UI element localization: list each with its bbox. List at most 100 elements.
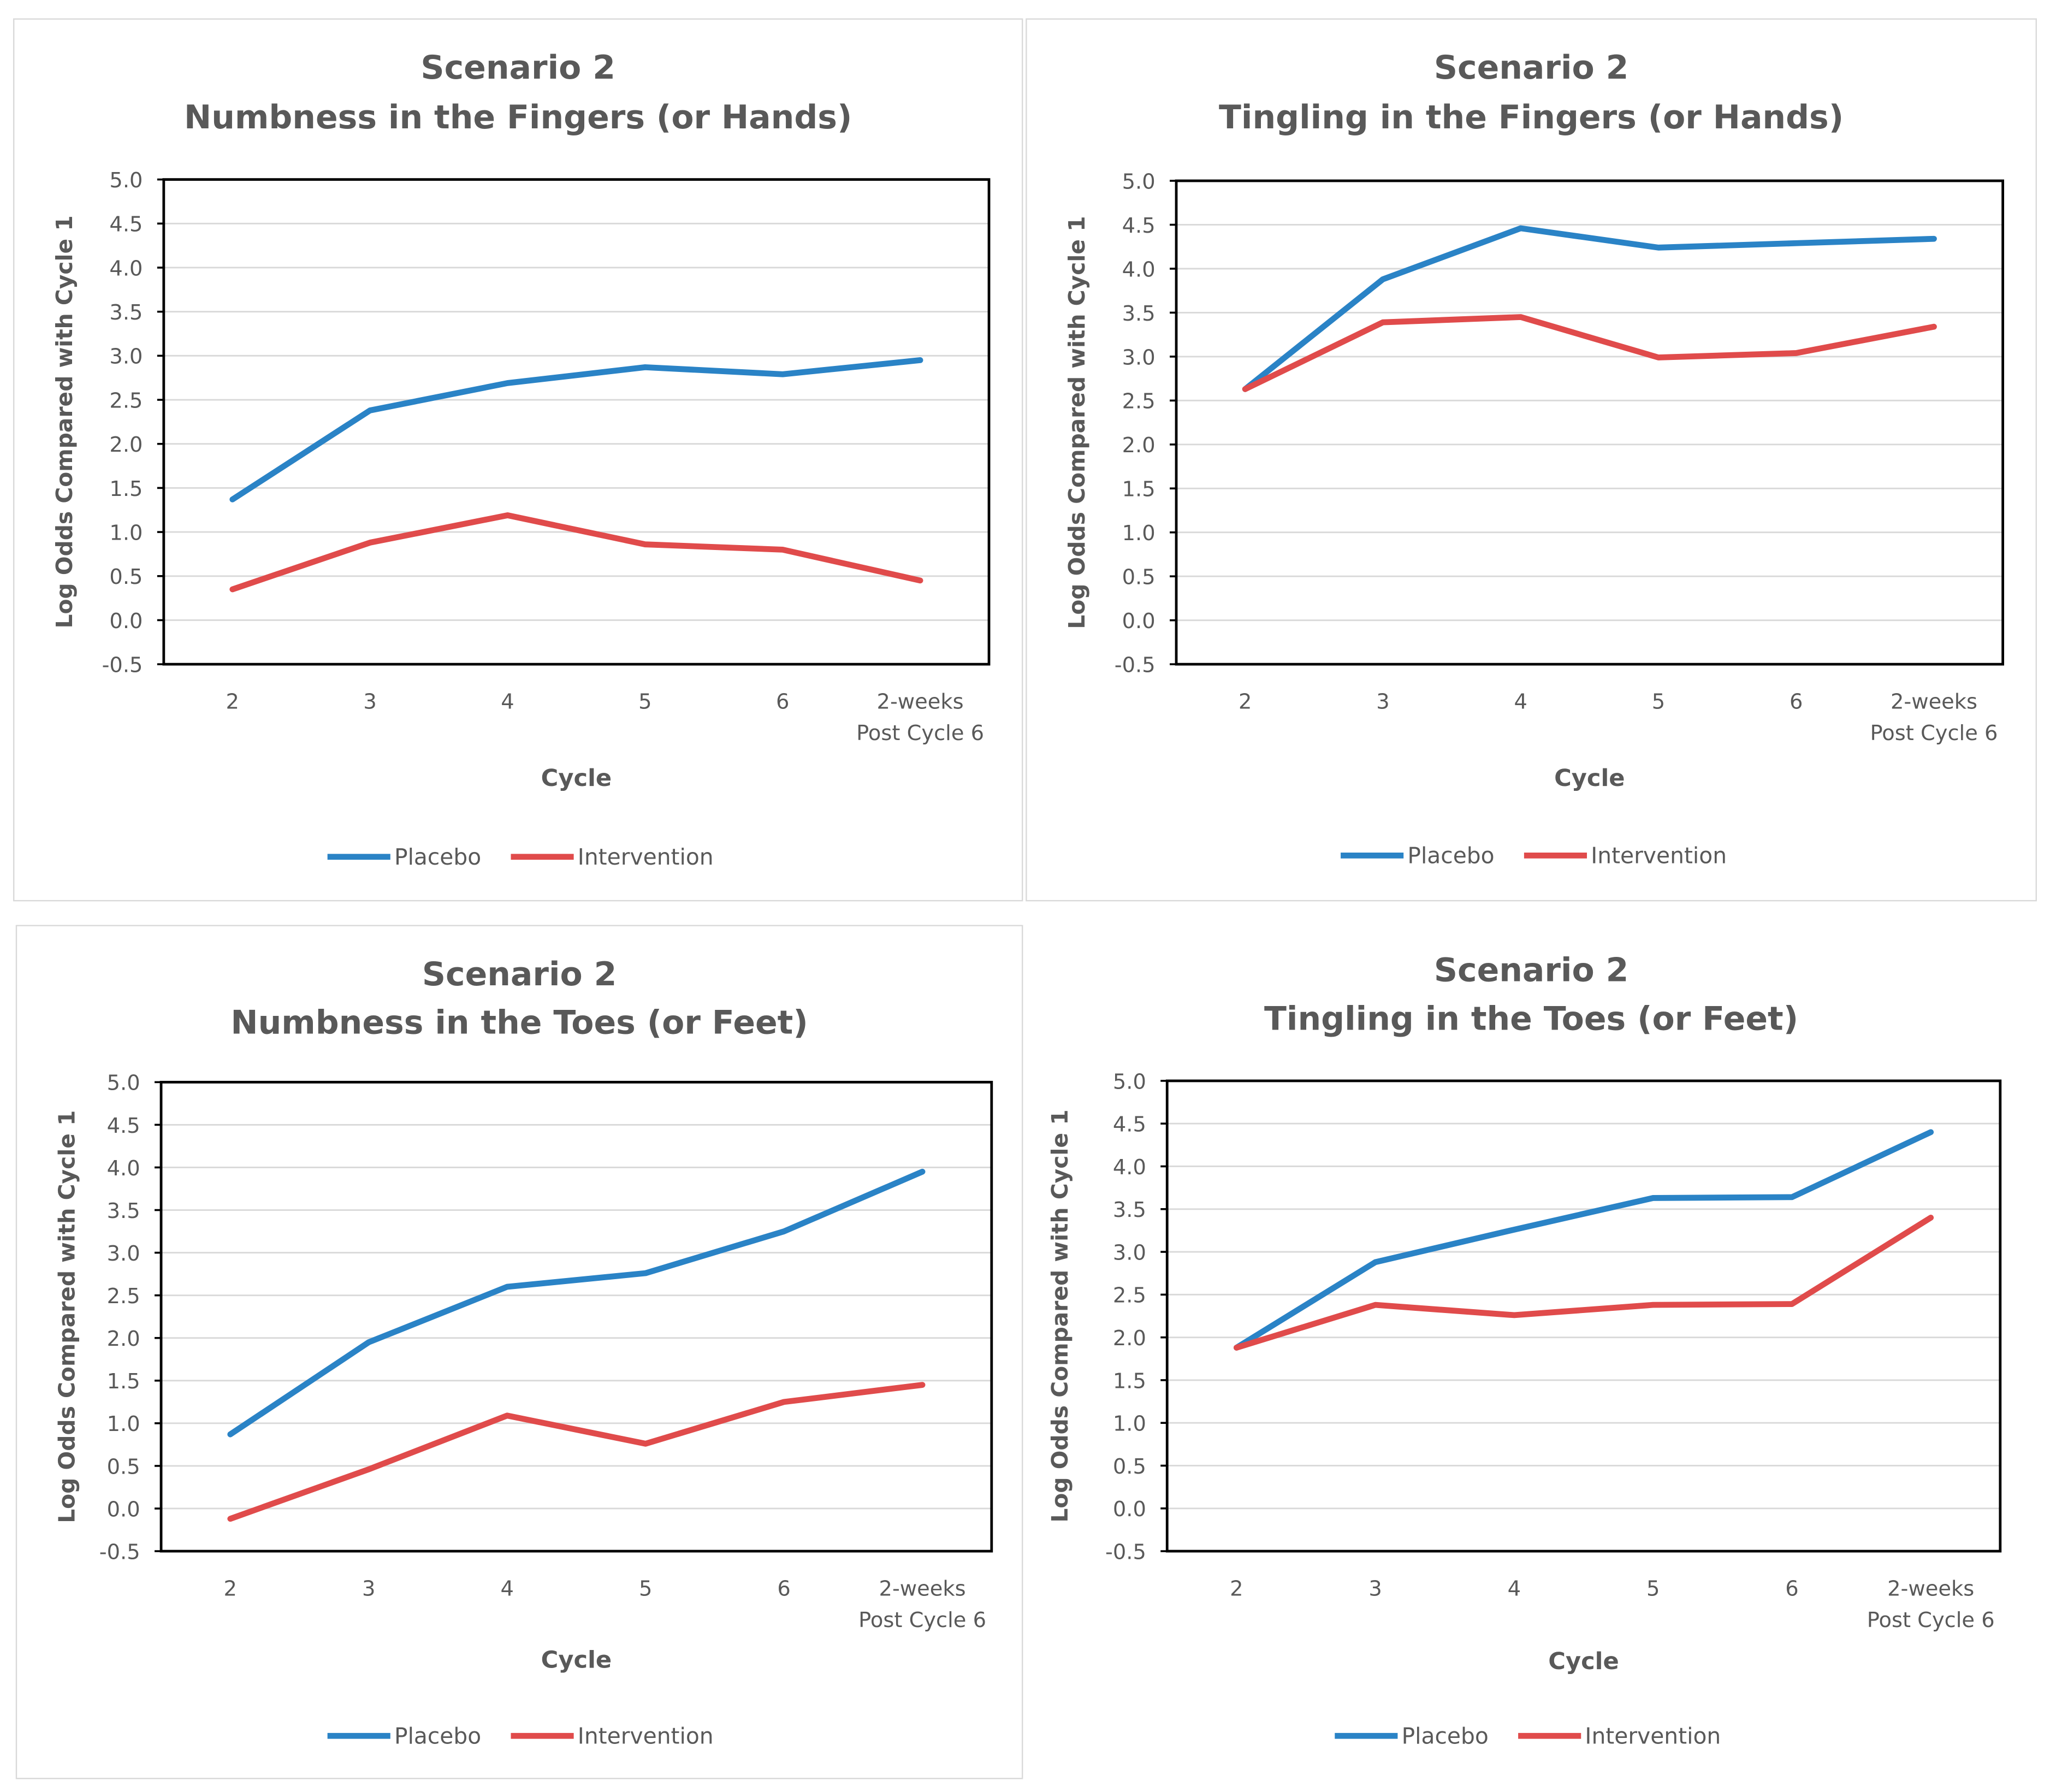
y-tick-label: 0.0 <box>1122 609 1156 634</box>
x-tick-label: 2 <box>1230 1577 1243 1601</box>
x-axis-title: Cycle <box>541 1647 612 1674</box>
series-line-placebo <box>1233 1129 1934 1351</box>
chart-title-line2: Numbness in the Toes (or Feet) <box>230 1003 808 1042</box>
y-tick-label: 5.0 <box>107 1071 140 1096</box>
chart-panel-tingling-toes: Scenario 2 Tingling in the Toes (or Feet… <box>1026 925 2037 1779</box>
legend-label-intervention: Intervention <box>578 1723 714 1749</box>
y-tick-label: 0.5 <box>109 565 143 589</box>
y-tick-label: 2.0 <box>107 1327 140 1351</box>
x-tick-label-line1: 2-weeks <box>877 690 964 714</box>
x-tick-label: 4 <box>500 1577 513 1601</box>
y-tick-label: -0.5 <box>1115 653 1156 678</box>
y-tick-label: 1.5 <box>107 1369 140 1394</box>
chart-title-line2: Tingling in the Fingers (or Hands) <box>1219 98 1844 137</box>
chart-title-line2: Numbness in the Fingers (or Hands) <box>184 98 852 137</box>
x-tick-label-line1: 2-weeks <box>1887 1577 1974 1601</box>
series-line-placebo <box>227 1168 926 1438</box>
series-line-placebo <box>1242 225 1937 392</box>
y-tick-label: 2.0 <box>109 433 143 457</box>
y-tick-label: 1.0 <box>107 1412 140 1436</box>
legend-label-intervention: Intervention <box>1585 1723 1721 1749</box>
y-tick-label: 2.0 <box>1113 1326 1146 1351</box>
y-tick-label: 0.5 <box>107 1454 140 1479</box>
y-tick-label: 1.0 <box>1113 1412 1146 1436</box>
y-tick-label: 4.5 <box>109 212 143 237</box>
plot-area-border <box>1165 1079 2002 1553</box>
series-line-placebo <box>229 357 923 502</box>
chart-panel-tingling-fingers: Scenario 2 Tingling in the Fingers (or H… <box>1026 18 2037 902</box>
x-tick-label-line1: 2-weeks <box>1891 690 1977 714</box>
x-tick-label-line2: Post Cycle 6 <box>1867 1608 1995 1633</box>
x-tick-label: 6 <box>1785 1577 1798 1601</box>
chart-title-line2: Tingling in the Toes (or Feet) <box>1264 1000 1799 1038</box>
y-tick-label: 3.5 <box>107 1199 140 1223</box>
chart-title-line1: Scenario 2 <box>1433 48 1629 87</box>
y-tick-label: 3.5 <box>1122 301 1156 326</box>
y-tick-label: -0.5 <box>1105 1540 1146 1564</box>
y-tick-label: 3.0 <box>1122 345 1156 370</box>
x-axis-title: Cycle <box>1548 1648 1619 1675</box>
y-tick-label: 4.5 <box>107 1114 140 1138</box>
x-axis-title: Cycle <box>1554 765 1625 792</box>
y-tick-label: 2.5 <box>1122 389 1156 414</box>
x-tick-label: 5 <box>1646 1577 1660 1601</box>
legend-label-placebo: Placebo <box>394 844 481 870</box>
x-tick-label: 2 <box>226 690 239 714</box>
x-tick-label-line2: Post Cycle 6 <box>856 721 984 746</box>
legend-label-intervention: Intervention <box>1591 843 1727 869</box>
y-tick-label: 3.0 <box>107 1241 140 1266</box>
y-tick-label: -0.5 <box>99 1540 140 1564</box>
y-tick-label: 3.5 <box>109 300 143 325</box>
x-tick-label: 2 <box>224 1577 237 1601</box>
y-tick-label: 0.0 <box>109 609 143 634</box>
y-tick-label: 1.0 <box>109 521 143 545</box>
legend-label-intervention: Intervention <box>578 844 714 870</box>
x-tick-label: 4 <box>1508 1577 1521 1601</box>
chart-panel-numbness-toes: Scenario 2 Numbness in the Toes (or Feet… <box>15 925 1023 1779</box>
y-tick-label: 1.5 <box>109 477 143 501</box>
y-tick-label: -0.5 <box>102 653 143 678</box>
x-tick-label-line2: Post Cycle 6 <box>1870 721 1998 746</box>
plot-area-border <box>1175 179 2005 666</box>
x-tick-label: 3 <box>1368 1577 1382 1601</box>
legend-label-placebo: Placebo <box>1402 1723 1489 1749</box>
x-tick-label-line1: 2-weeks <box>879 1577 966 1601</box>
y-tick-label: 2.5 <box>107 1284 140 1309</box>
y-tick-label: 3.0 <box>109 345 143 369</box>
y-tick-label: 4.0 <box>107 1156 140 1181</box>
chart-panel-numbness-fingers: Scenario 2 Numbness in the Fingers (or H… <box>13 18 1023 902</box>
y-tick-label: 1.5 <box>1113 1369 1146 1393</box>
y-axis-title: Log Odds Compared with Cycle 1 <box>1047 1109 1073 1522</box>
series-line-intervention <box>1242 314 1937 392</box>
y-tick-label: 5.0 <box>1122 169 1156 194</box>
legend-label-placebo: Placebo <box>1407 843 1494 869</box>
x-tick-label: 3 <box>363 690 376 714</box>
x-tick-label: 3 <box>362 1577 375 1601</box>
chart-title-line1: Scenario 2 <box>420 48 615 87</box>
series-line-intervention <box>229 512 923 593</box>
y-axis-title: Log Odds Compared with Cycle 1 <box>51 215 78 628</box>
y-tick-label: 4.0 <box>1122 257 1156 282</box>
x-tick-label: 6 <box>1790 690 1803 714</box>
y-tick-label: 1.0 <box>1122 521 1156 546</box>
chart-title-line1: Scenario 2 <box>1433 951 1629 990</box>
x-tick-label: 4 <box>501 690 514 714</box>
plot-area-border <box>162 178 991 666</box>
x-tick-label: 4 <box>1514 690 1527 714</box>
y-tick-label: 0.0 <box>1113 1497 1146 1522</box>
x-axis-title: Cycle <box>541 765 612 792</box>
y-tick-label: 0.5 <box>1122 565 1156 590</box>
y-axis-title: Log Odds Compared with Cycle 1 <box>54 1110 80 1523</box>
x-tick-label: 2 <box>1239 690 1252 714</box>
y-tick-label: 4.0 <box>109 256 143 281</box>
y-tick-label: 4.5 <box>1122 214 1156 238</box>
y-tick-label: 2.0 <box>1122 433 1156 458</box>
x-tick-label: 6 <box>777 1577 790 1601</box>
x-tick-label: 5 <box>639 1577 652 1601</box>
y-tick-label: 3.0 <box>1113 1240 1146 1265</box>
y-tick-label: 5.0 <box>109 168 143 193</box>
x-tick-label: 5 <box>638 690 651 714</box>
y-tick-label: 0.0 <box>107 1497 140 1522</box>
